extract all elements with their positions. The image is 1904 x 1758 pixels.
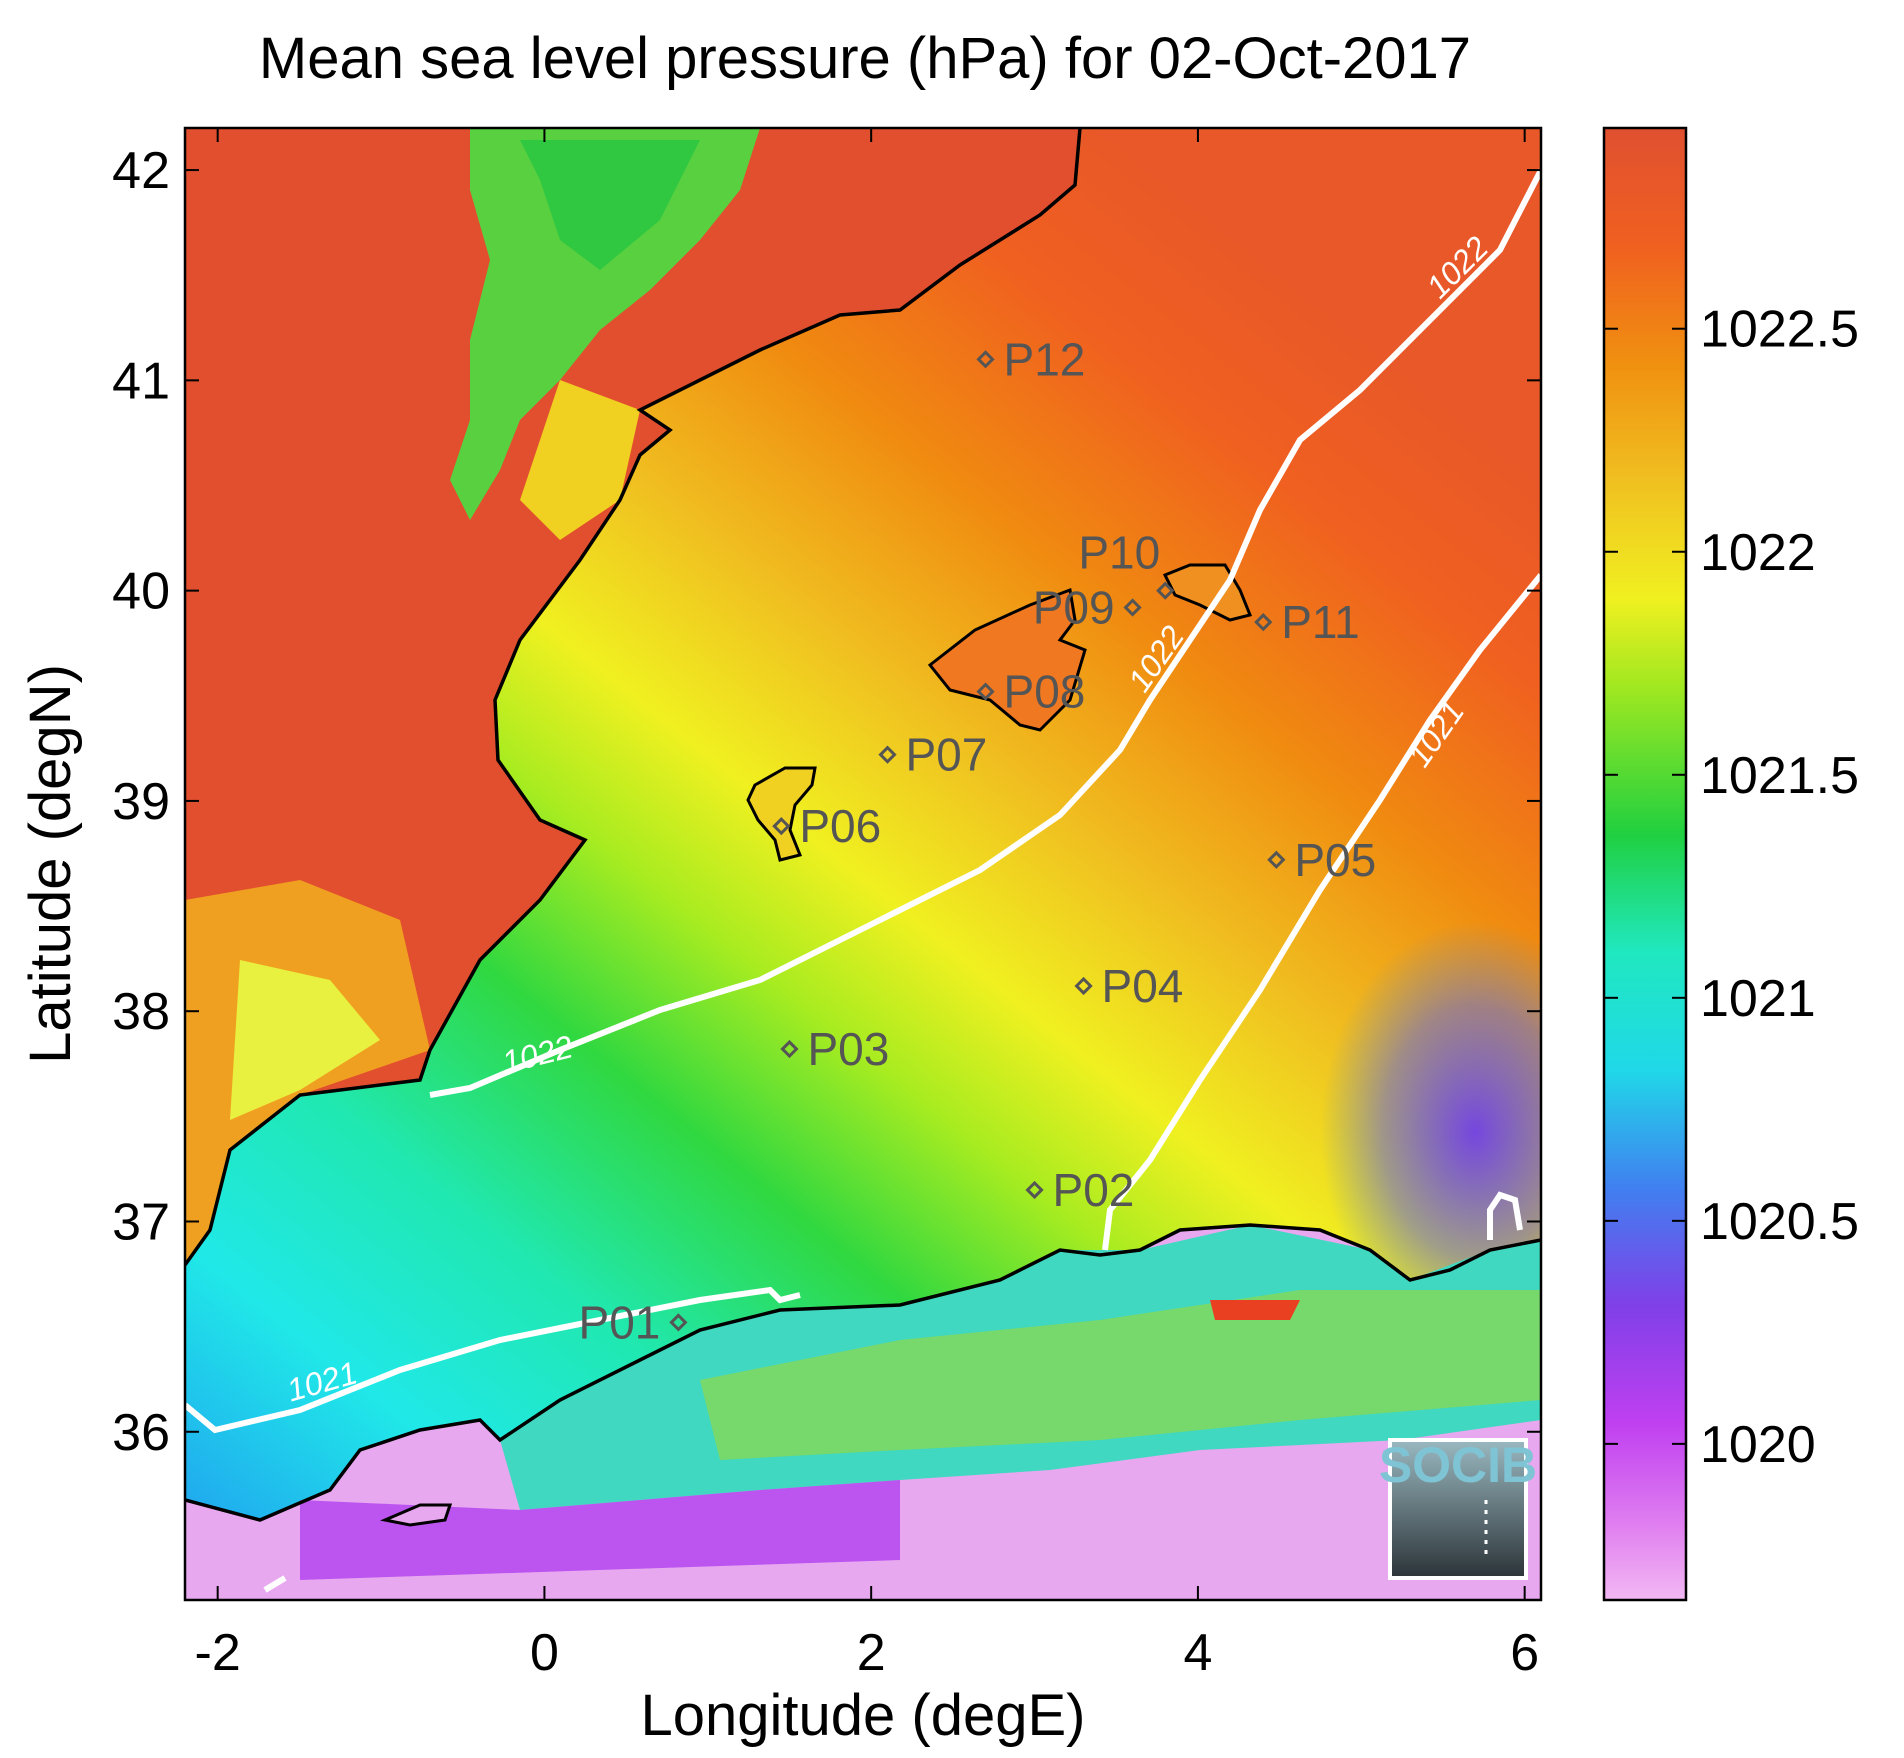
station-marker-icon — [878, 745, 897, 764]
colorbar-tick-label: 1022.5 — [1700, 301, 1859, 359]
colorbar-tick-label: 1021 — [1700, 970, 1816, 1028]
station-p07: P07 — [878, 729, 988, 781]
y-tick-label: 40 — [112, 563, 170, 621]
iberian-coastline — [185, 128, 1082, 1267]
africa-coastline — [185, 1223, 1541, 1522]
station-p06: P06 — [772, 800, 881, 852]
ibiza-island — [746, 766, 817, 862]
x-tick-label: 6 — [1510, 1624, 1539, 1682]
colorbar-tick-label: 1020.5 — [1700, 1193, 1859, 1251]
station-marker-icon — [1074, 976, 1093, 996]
contour-1020-5-loop — [1487, 1191, 1523, 1240]
station-marker-icon — [1156, 581, 1175, 600]
station-label: P05 — [1294, 834, 1376, 886]
contour-1021-west — [185, 1286, 801, 1434]
station-label: P12 — [1004, 333, 1086, 385]
mountain-area-north — [450, 128, 760, 520]
southeast-highland — [230, 960, 380, 1120]
mallorca-island — [927, 587, 1087, 732]
station-label: P02 — [1053, 1164, 1135, 1216]
station-marker-icon — [1254, 613, 1273, 632]
map-plot-area: 1022 1022 1022 1021 1021 P01P02P03P04P05… — [185, 128, 1541, 1600]
station-label: P08 — [1004, 666, 1086, 718]
y-tick-label: 39 — [112, 773, 170, 831]
colorbar-tick-label: 1022 — [1700, 524, 1816, 582]
socib-logo: SOCIB — [1379, 1437, 1537, 1580]
station-marker-icon — [1267, 850, 1286, 869]
y-axis-label: Latitude (degN) — [18, 664, 83, 1064]
colorbar: 1020 1020.5 1021 1021.5 1022 1022.5 — [1602, 126, 1859, 1602]
socib-logo-text: SOCIB — [1379, 1437, 1537, 1493]
contour-1021-east — [1102, 573, 1541, 1251]
station-p03: P03 — [780, 1023, 889, 1075]
desert-margin — [300, 1480, 900, 1580]
x-tick-label: 2 — [857, 1624, 886, 1682]
station-p10: P10 — [1078, 527, 1175, 600]
y-tick-label: 36 — [112, 1404, 170, 1462]
contour-1022 — [429, 168, 1541, 1098]
low-pressure-region — [1100, 700, 1541, 1300]
station-p09: P09 — [1033, 581, 1142, 633]
station-p04: P04 — [1074, 960, 1184, 1012]
coastal-highland — [520, 380, 640, 540]
station-marker-icon — [772, 817, 791, 836]
x-tick-label: -2 — [195, 1624, 241, 1682]
chart-title: Mean sea level pressure (hPa) for 02-Oct… — [259, 26, 1471, 91]
y-tick-label: 42 — [112, 142, 170, 200]
station-marker-icon — [1123, 598, 1142, 617]
station-p11: P11 — [1254, 596, 1360, 648]
colorbar-tick-label: 1021.5 — [1700, 747, 1859, 805]
station-p12: P12 — [976, 333, 1086, 385]
station-label: P04 — [1102, 960, 1184, 1012]
station-p05: P05 — [1267, 834, 1376, 886]
mountain-area-core — [520, 140, 700, 270]
colorbar-tick-label: 1020 — [1700, 1416, 1816, 1474]
x-tick-label: 0 — [530, 1624, 559, 1682]
station-marker-icon — [1025, 1180, 1044, 1200]
coastal-lake — [379, 1503, 453, 1527]
station-label: P06 — [799, 800, 881, 852]
station-marker-icon — [976, 350, 995, 369]
colorbar-ticks: 1020 1020.5 1021 1021.5 1022 1022.5 — [1604, 301, 1859, 1474]
station-p02: P02 — [1025, 1164, 1135, 1216]
y-axis-ticks: 36 37 38 39 40 41 42 — [112, 142, 1541, 1462]
hotspot-1 — [1210, 1300, 1300, 1320]
y-tick-label: 38 — [112, 983, 170, 1041]
station-p01: P01 — [579, 1296, 688, 1348]
y-tick-label: 37 — [112, 1193, 170, 1251]
x-tick-label: 4 — [1183, 1624, 1212, 1682]
station-label: P03 — [807, 1023, 889, 1075]
x-axis-label: Longitude (degE) — [641, 1683, 1086, 1748]
atlas-vegetation-zone — [700, 1290, 1541, 1460]
station-label: P07 — [906, 729, 988, 781]
station-p08: P08 — [976, 666, 1086, 718]
station-label: P10 — [1078, 527, 1160, 579]
station-label: P09 — [1033, 581, 1115, 633]
station-marker-icon — [669, 1313, 688, 1332]
y-tick-label: 41 — [112, 352, 170, 410]
x-axis-ticks: -2 0 2 4 6 — [195, 128, 1539, 1682]
contour-fragment — [263, 1575, 287, 1593]
station-marker-icon — [976, 682, 995, 701]
station-label: P11 — [1281, 596, 1359, 648]
plot-frame — [183, 126, 1543, 1602]
station-label: P01 — [579, 1296, 661, 1348]
station-marker-icon — [780, 1039, 799, 1059]
colorbar-scale — [1602, 126, 1688, 1602]
